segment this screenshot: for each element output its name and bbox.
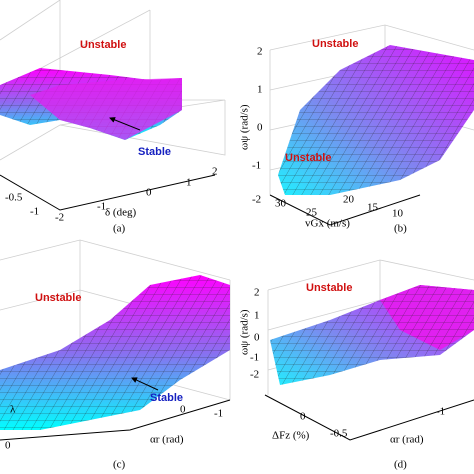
tick-label: 15 bbox=[367, 202, 379, 214]
tick-label: 25 bbox=[306, 207, 318, 219]
x-label: ΔFz (%) bbox=[272, 430, 310, 442]
panel-d: 2 1 0 -1 -2 ωψ (rad/s) Unstable 0 -0.5 -… bbox=[239, 259, 474, 471]
panel-b: 2 1 0 -1 -2 ωψ (rad/s) Unstable Unstable… bbox=[239, 24, 474, 235]
panel-a: Unstable Stable -0.5 -1 -2 -1 0 1 2 δ (d… bbox=[0, 0, 226, 235]
y-tick-label: 2 bbox=[257, 46, 263, 58]
surface-top bbox=[30, 78, 182, 140]
y-label: ωψ (rad/s) bbox=[239, 104, 251, 150]
y-tick-label: 0 bbox=[254, 332, 260, 344]
arrow bbox=[131, 377, 159, 391]
tick-label: 0 bbox=[5, 440, 11, 452]
note: Unstable bbox=[312, 38, 358, 50]
caption: (d) bbox=[394, 459, 407, 471]
note: Unstable bbox=[285, 152, 331, 164]
axis-box bbox=[0, 239, 231, 401]
caption: (b) bbox=[394, 223, 407, 235]
tick-label: -1 bbox=[214, 408, 223, 420]
tick-label: -1 bbox=[436, 406, 445, 418]
tick-label: -1 bbox=[97, 201, 106, 213]
x-label: δ (deg) bbox=[105, 207, 136, 219]
caption: (a) bbox=[113, 223, 126, 235]
x-label: vGx (m/s) bbox=[305, 218, 350, 230]
y-tick-label: -2 bbox=[250, 369, 259, 381]
y-tick-label: 2 bbox=[254, 287, 260, 299]
axis bbox=[0, 174, 216, 211]
tick-label: -1 bbox=[30, 206, 39, 218]
panel-c: Unstable Stable λ 0 0 -1 αr (rad) (c) bbox=[0, 239, 231, 471]
axis bbox=[264, 394, 474, 441]
tick-label: 30 bbox=[275, 198, 287, 210]
tick-label: -0.5 bbox=[5, 192, 23, 204]
tick-label: 0 bbox=[300, 411, 306, 423]
surface-mesh bbox=[278, 45, 474, 195]
y-tick-label: 0 bbox=[257, 122, 263, 134]
axis-label: λ bbox=[10, 404, 16, 416]
tick-label: -0.5 bbox=[330, 428, 348, 440]
y-tick-label: 1 bbox=[257, 84, 263, 96]
surface-mesh bbox=[270, 285, 474, 385]
note: Unstable bbox=[80, 39, 126, 51]
caption: (c) bbox=[113, 459, 126, 471]
y-tick-label: -1 bbox=[252, 160, 261, 172]
tick-label: 20 bbox=[343, 194, 355, 206]
tick-label: 10 bbox=[392, 208, 404, 220]
note: Stable bbox=[150, 392, 183, 404]
x-label: αr (rad) bbox=[390, 434, 424, 446]
arrow bbox=[109, 117, 141, 131]
axis bbox=[269, 194, 421, 226]
note: Unstable bbox=[35, 292, 81, 304]
y-tick-label: 1 bbox=[254, 310, 260, 322]
tick-label: 2 bbox=[212, 166, 218, 178]
note: Stable bbox=[138, 146, 171, 158]
y-tick-label: -2 bbox=[252, 194, 261, 206]
y-tick-label: -1 bbox=[250, 352, 259, 364]
surface-mesh bbox=[0, 275, 230, 430]
y-label: ωψ (rad/s) bbox=[239, 309, 251, 355]
note: Unstable bbox=[306, 282, 352, 294]
tick-label: -2 bbox=[55, 212, 64, 224]
axis bbox=[0, 399, 231, 441]
axis-box bbox=[0, 0, 226, 161]
tick-label: 0 bbox=[180, 404, 186, 416]
tick-label: 1 bbox=[186, 177, 192, 189]
x-label: αr (rad) bbox=[150, 434, 184, 446]
tick-label: 0 bbox=[146, 187, 152, 199]
